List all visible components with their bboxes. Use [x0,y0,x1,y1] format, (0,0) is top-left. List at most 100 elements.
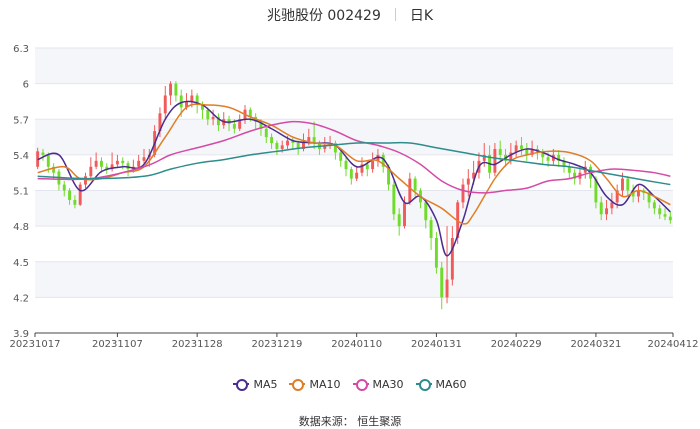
candle-body [472,172,476,179]
candle-body [307,137,311,143]
candle-body [344,160,348,170]
series-line-ma30 [37,120,671,194]
candle-body [211,116,215,120]
y-tick-label: 6.3 [13,44,29,55]
candle-body [296,143,300,149]
x-tick-label: 20231219 [251,339,302,350]
candle-body [636,190,640,197]
candle-body [381,154,385,167]
legend: MA5 MA10 MA30 MA60 [0,375,700,391]
x-tick-label: 20240229 [491,339,542,350]
legend-label: MA10 [309,377,341,391]
legend-item-ma10[interactable]: MA10 [289,377,341,391]
legend-item-ma60[interactable]: MA60 [415,378,467,391]
candle-body [610,202,614,209]
candle-body [280,145,284,149]
candle-body [52,166,56,173]
legend-swatch [415,379,432,391]
candle-body [163,95,167,114]
candle-body [652,202,656,209]
legend-item-ma5[interactable]: MA5 [233,378,277,391]
legend-item-ma30[interactable]: MA30 [352,378,404,391]
candle-body [291,140,295,143]
candle-body [466,178,470,185]
candle-body [195,95,199,105]
candle-body [68,190,72,200]
candle-body [371,160,375,170]
candle-body [126,163,130,170]
stock-name: 兆驰股份 002429 [266,8,381,24]
candle-body [110,164,114,170]
candle-body [323,145,327,149]
candle-body [498,148,502,155]
candle-body [509,152,513,161]
candle-body [73,200,77,205]
candle-body [121,160,125,164]
y-tick-label: 5.7 [13,115,29,126]
candle-body [573,172,577,179]
candle-body [434,238,438,268]
candle-body [424,202,428,221]
candle-body [440,267,444,298]
x-tick-label: 20231107 [92,339,143,350]
candle-body [89,166,93,177]
candle-body [232,124,236,129]
candle-body [668,216,672,221]
x-tick-label: 20231017 [10,339,61,350]
candle-body [62,184,66,191]
candle-body [647,192,651,203]
candle-body [264,128,268,138]
candle-body [445,279,449,298]
x-tick-label: 20240110 [331,339,382,350]
y-tick-label: 5.1 [13,187,29,198]
candle-body [158,113,162,132]
candle-body [179,95,183,108]
candle-body [41,152,45,155]
legend-swatch [233,379,250,391]
candle-body [450,238,454,280]
candle-body [403,202,406,227]
candle-body [615,190,619,203]
period-label: 日K [409,8,434,24]
candle-body [115,160,119,165]
candle-body [387,166,391,185]
candle-body [621,178,624,191]
grid-band [35,48,673,84]
y-tick-label: 4.2 [13,293,29,304]
grid-band [35,190,673,227]
candle-body [169,83,173,96]
candle-body [270,137,274,143]
legend-swatch [352,379,369,391]
candle-body [312,137,316,143]
grid-band [35,119,673,155]
candle-body [142,157,146,161]
candle-body [84,176,87,185]
candle-body [216,116,220,126]
candle-body [333,143,337,153]
candle-body [137,160,141,167]
candle-body [493,148,497,173]
y-tick-label: 4.8 [13,222,29,233]
candle-body [355,172,359,179]
y-tick-label: 5.4 [13,151,29,162]
y-tick-label: 3.9 [13,329,29,340]
candle-body [99,160,103,167]
candle-body [174,83,178,96]
candle-body [626,178,630,191]
candle-body [206,109,210,120]
candle-body [286,140,290,146]
candle-body [663,214,667,217]
candle-body [631,190,635,197]
candle-body [514,145,518,153]
candle-body [599,202,603,215]
candle-body [605,208,609,215]
candle-body [482,154,486,161]
candle-body [408,178,412,203]
candle-body [105,166,109,170]
candle-body [562,160,566,167]
candle-body [557,154,561,161]
candle-body [190,95,194,102]
candle-body [185,101,188,108]
legend-label: MA5 [253,377,278,391]
candle-body [365,164,369,170]
